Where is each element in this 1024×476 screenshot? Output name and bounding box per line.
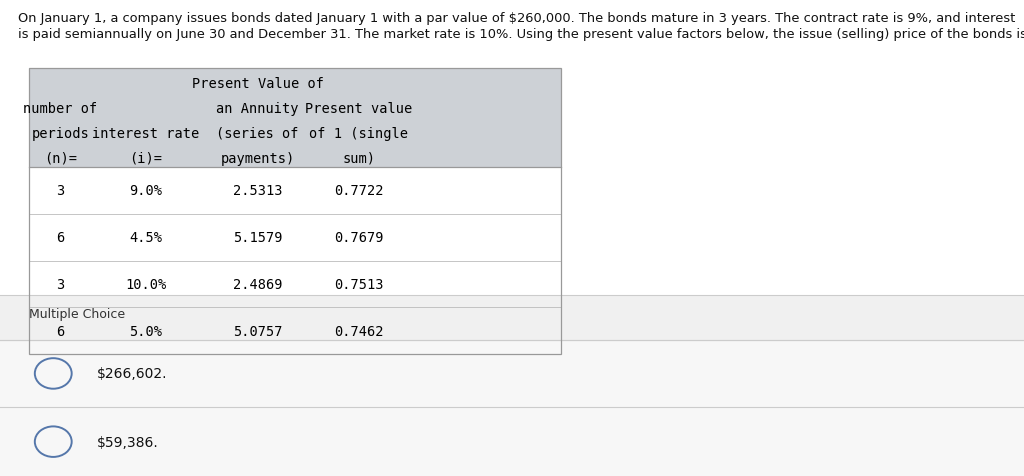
Bar [0, 295, 1024, 476]
Text: 5.0%: 5.0% [129, 324, 163, 338]
Text: 6: 6 [56, 231, 65, 245]
Text: payments): payments) [220, 151, 295, 165]
Text: $59,386.: $59,386. [97, 435, 159, 449]
Text: $266,602.: $266,602. [97, 367, 168, 381]
Text: (series of: (series of [216, 127, 299, 140]
Text: 0.7722: 0.7722 [334, 184, 384, 198]
Text: of 1 (single: of 1 (single [309, 127, 409, 140]
Text: 3: 3 [56, 278, 65, 291]
Bar [29, 69, 561, 168]
Text: (n)=: (n)= [44, 151, 77, 165]
Text: 4.5%: 4.5% [129, 231, 163, 245]
Text: Present Value of: Present Value of [191, 77, 324, 91]
Text: 3: 3 [56, 184, 65, 198]
Text: is paid semiannually on June 30 and December 31. The market rate is 10%. Using t: is paid semiannually on June 30 and Dece… [18, 28, 1024, 40]
Text: 2.4869: 2.4869 [232, 278, 283, 291]
Text: number of: number of [24, 102, 97, 116]
Text: (i)=: (i)= [129, 151, 163, 165]
Text: Multiple Choice: Multiple Choice [29, 307, 125, 320]
Text: sum): sum) [342, 151, 376, 165]
Text: 5.0757: 5.0757 [232, 324, 283, 338]
Text: an Annuity: an Annuity [216, 102, 299, 116]
Text: On January 1, a company issues bonds dated January 1 with a par value of $260,00: On January 1, a company issues bonds dat… [18, 12, 1016, 25]
Bar [29, 69, 561, 355]
Text: periods: periods [32, 127, 89, 140]
Text: 6: 6 [56, 324, 65, 338]
Text: 9.0%: 9.0% [129, 184, 163, 198]
Text: 2.5313: 2.5313 [232, 184, 283, 198]
Text: Present value: Present value [305, 102, 413, 116]
Bar [0, 407, 1024, 476]
Text: interest rate: interest rate [92, 127, 200, 140]
Text: 0.7679: 0.7679 [334, 231, 384, 245]
Text: 0.7513: 0.7513 [334, 278, 384, 291]
Text: 0.7462: 0.7462 [334, 324, 384, 338]
Text: 5.1579: 5.1579 [232, 231, 283, 245]
Bar [0, 340, 1024, 407]
Text: 10.0%: 10.0% [125, 278, 167, 291]
